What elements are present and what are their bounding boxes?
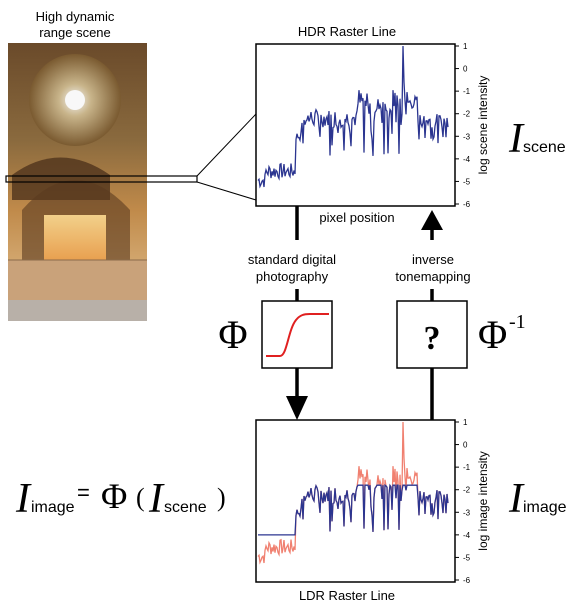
ldr-tick-label: -2 [463, 486, 471, 495]
scene-caption-line1: High dynamic [36, 9, 115, 24]
svg-text:(: ( [136, 483, 145, 512]
hdr-raster-line [257, 45, 449, 189]
inverse-label-line1: inverse [412, 252, 454, 267]
equation: I image = Φ ( I scene ) [15, 476, 226, 522]
ldr-plot-title: LDR Raster Line [299, 588, 395, 603]
forward-arrowhead [286, 396, 308, 420]
question-box [396, 300, 468, 369]
response-curve [266, 313, 329, 357]
svg-text:): ) [217, 483, 226, 512]
svg-text:scene: scene [164, 499, 207, 516]
svg-text:Φ: Φ [101, 476, 127, 516]
scene-caption-line2: range scene [39, 25, 111, 40]
ldr-tick-label: 0 [463, 441, 468, 450]
hdr-plot-xlabel: pixel position [319, 210, 394, 225]
hdr-tick-label: -5 [463, 177, 471, 186]
ldr-plot-ylabel: log image intensity [476, 451, 490, 550]
ldr-raster-line [258, 483, 449, 536]
ldr-tick-label: 1 [463, 418, 468, 427]
hdr-tick-label: -3 [463, 132, 471, 141]
forward-label-line1: standard digital [248, 252, 336, 267]
ldr-tick-label: -4 [463, 531, 471, 540]
ldr-tick-label: -1 [463, 463, 471, 472]
forward-label-line2: photography [256, 269, 329, 284]
svg-text:I: I [15, 476, 32, 522]
scene-photo [5, 43, 198, 321]
svg-text:image: image [31, 499, 75, 516]
svg-text:scene: scene [523, 139, 566, 156]
svg-text:-1: -1 [509, 311, 526, 333]
svg-text:=: = [77, 480, 90, 505]
ldr-tick-label: -3 [463, 508, 471, 517]
ldr-tick-label: -5 [463, 553, 471, 562]
phi-inverse-symbol: Φ -1 [478, 311, 526, 357]
svg-text:I: I [508, 476, 525, 522]
raster-line-marker [5, 175, 198, 183]
hdr-tick-label: -4 [463, 155, 471, 164]
i-scene-symbol: I scene [508, 116, 566, 162]
hdr-plot-ylabel: log scene intensity [476, 76, 490, 175]
inverse-arrowhead [421, 210, 443, 230]
svg-text:I: I [508, 116, 525, 162]
svg-text:I: I [148, 476, 165, 522]
zoom-line-top [196, 113, 257, 177]
hdr-plot-title: HDR Raster Line [298, 24, 396, 39]
hdr-tick-label: -2 [463, 110, 471, 119]
inverse-label-line2: tonemapping [395, 269, 470, 284]
ldr-tick-label: -6 [463, 576, 471, 585]
svg-text:Φ: Φ [478, 312, 507, 357]
hdr-tick-label: 0 [463, 65, 468, 74]
question-mark: ? [424, 320, 441, 357]
hdr-tick-label: -1 [463, 87, 471, 96]
phi-box [261, 300, 333, 369]
hdr-tick-label: -6 [463, 200, 471, 209]
hdr-tick-label: 1 [463, 42, 468, 51]
i-image-symbol: I image [508, 476, 567, 522]
zoom-line-bottom [196, 181, 257, 201]
svg-text:image: image [523, 499, 567, 516]
phi-symbol: Φ [218, 312, 247, 357]
